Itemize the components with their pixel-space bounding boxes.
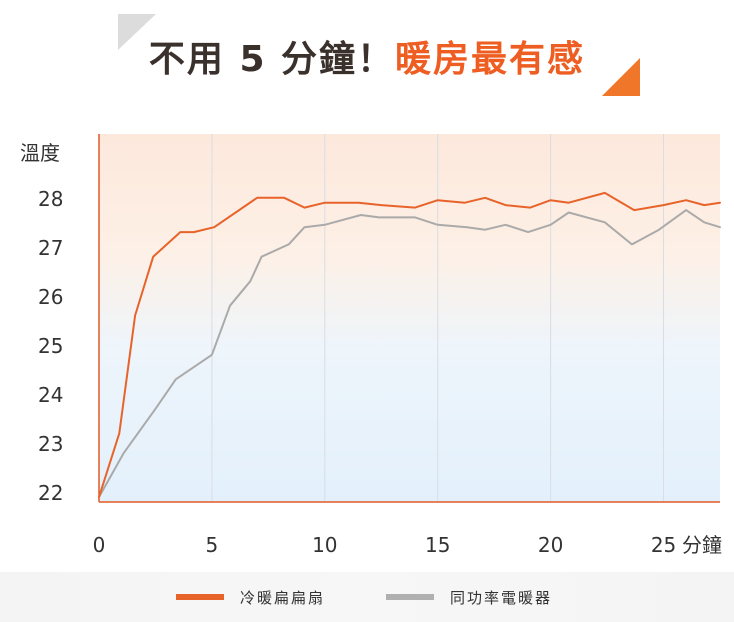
legend-swatch-heater [386, 594, 434, 600]
x-tick-label-20: 20 [538, 533, 563, 557]
legend-label-fan: 冷暖扁扁扇 [240, 588, 326, 607]
x-axis-unit-label: 分鐘 [682, 533, 722, 557]
legend-swatch-fan [176, 594, 224, 600]
y-tick-label-25: 25 [38, 334, 63, 358]
x-tick-label-25: 25 [651, 533, 676, 557]
title-part2: 暖房最有感 [395, 39, 586, 80]
title-banner: 不用 5 分鐘！暖房最有感 [0, 0, 734, 110]
y-tick-label-28: 28 [38, 187, 63, 211]
legend-label-heater: 同功率電暖器 [450, 588, 553, 607]
y-axis-label: 溫度 [20, 141, 60, 165]
legend-item-fan: 冷暖扁扁扇 [176, 586, 325, 608]
grid-lines [211, 134, 665, 502]
x-tick-label-15: 15 [425, 533, 450, 557]
y-tick-label-23: 23 [38, 432, 63, 456]
corner-triangle-top-left [118, 14, 156, 50]
x-tick-labels: 0 5 10 15 20 25 [93, 533, 677, 557]
x-tick-label-5: 5 [206, 533, 219, 557]
series-lines [98, 191, 721, 499]
legend: 冷暖扁扁扇 同功率電暖器 [0, 572, 734, 622]
corner-triangle-bottom-right [602, 58, 640, 96]
y-tick-label-24: 24 [38, 383, 63, 407]
legend-item-heater: 同功率電暖器 [386, 586, 552, 608]
x-tick-label-10: 10 [312, 533, 337, 557]
series-line-0 [98, 191, 721, 499]
title-part1: 不用 5 分鐘！ [148, 39, 396, 80]
y-tick-labels: 22 23 24 25 26 27 28 [38, 187, 63, 505]
y-tick-label-26: 26 [38, 285, 63, 309]
plot-background [99, 134, 720, 502]
temperature-line-chart: 22 23 24 25 26 27 28 0 5 10 15 20 25 溫度 分鐘 [20, 134, 722, 557]
y-tick-label-27: 27 [38, 236, 63, 260]
y-tick-label-22: 22 [38, 481, 63, 505]
x-tick-label-0: 0 [93, 533, 106, 557]
chart-title: 不用 5 分鐘！暖房最有感 [0, 30, 734, 82]
series-line-1 [98, 209, 721, 499]
